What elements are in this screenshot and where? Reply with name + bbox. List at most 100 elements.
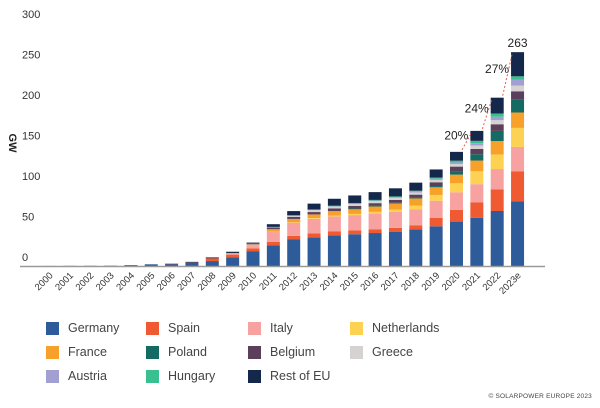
y-axis-label: GW (6, 134, 18, 154)
growth-label: 24% (465, 101, 489, 115)
copyright-credit: © SOLARPOWER EUROPE 2023 (488, 393, 592, 400)
y-tick-label: 300 (22, 9, 40, 21)
bar-segment-france (348, 208, 362, 214)
bar-segment-france (490, 141, 504, 155)
bar-segment-italy (287, 222, 301, 236)
legend-swatch (350, 345, 363, 359)
bar-segment-hungary (388, 196, 402, 198)
bar-segment-greece (287, 215, 301, 217)
bar-segment-spain (205, 258, 219, 262)
bar-segment-france (450, 174, 463, 184)
legend-swatch (248, 321, 261, 335)
bar-segment-poland (409, 197, 423, 199)
bar-segment-poland (368, 205, 382, 207)
bar-segment-austria (490, 116, 504, 121)
bar-segment-austria (287, 215, 301, 216)
y-tick-label: 150 (22, 131, 40, 143)
x-tick-label: 2012 (277, 270, 300, 293)
bar-segment-poland (348, 208, 362, 210)
bar-segment-rest-of-eu (226, 251, 240, 253)
legend-label: Greece (372, 345, 413, 359)
bar-segment-spain (246, 248, 260, 252)
bar-segment-netherlands (511, 127, 525, 147)
bar-segment-hungary (327, 205, 341, 207)
x-tick-label: 2021 (460, 270, 483, 293)
legend-label: Hungary (168, 369, 216, 383)
bar-segment-italy (348, 215, 362, 231)
legend-item-hungary: Hungary (146, 368, 248, 384)
bar-segment-germany (266, 245, 280, 266)
bar-segment-netherlands (450, 183, 463, 193)
bar-segment-belgium (205, 257, 219, 259)
bar-segment-germany (409, 229, 423, 266)
x-tick-label: 2004 (114, 270, 137, 293)
bar-segment-austria (429, 178, 443, 180)
bar-segment-italy (429, 200, 443, 218)
bar-segment-germany (470, 217, 484, 266)
bar-segment-rest-of-eu (409, 182, 423, 191)
bar-segment-germany (490, 211, 504, 266)
bar-segment-italy (368, 213, 382, 230)
legend-swatch (248, 345, 261, 359)
bar-segment-greece (409, 192, 423, 195)
x-tick-label: 2020 (440, 270, 463, 293)
total-label: 263 (508, 36, 528, 50)
bar-segment-greece (388, 197, 402, 200)
legend-swatch (46, 369, 59, 383)
legend-item-spain: Spain (146, 320, 248, 336)
bar-segment-poland (490, 130, 504, 142)
bar-segment-belgium (287, 216, 301, 219)
bar-segment-italy (511, 146, 525, 172)
x-tick-label: 2000 (33, 270, 56, 293)
legend: Germany Spain Italy Netherlands France Poland… (46, 320, 466, 384)
bar-segment-netherlands (266, 231, 280, 233)
bar-segment-rest-of-eu (185, 261, 199, 263)
bar-segment-belgium (307, 212, 321, 215)
y-axis-ticks: 0 50 100 150 200 250 300 (22, 9, 40, 264)
bar-segment-spain (327, 231, 341, 236)
bar-segment-spain (470, 202, 484, 218)
bar-segment-poland (388, 202, 402, 204)
bar-segment-netherlands (287, 222, 301, 223)
bar-segment-hungary (348, 202, 362, 204)
y-tick-label: 0 (22, 252, 28, 264)
legend-swatch (146, 345, 159, 359)
bar-segment-france (307, 214, 321, 219)
bar-segment-spain (287, 235, 301, 240)
bar-segment-france (287, 218, 301, 223)
bar-segment-france (429, 187, 443, 195)
bar-segment-france (246, 244, 260, 246)
bar-segment-italy (327, 216, 341, 232)
bar-segment-belgium (429, 182, 443, 187)
x-tick-label: 2008 (196, 270, 219, 293)
bar-segment-greece (226, 252, 240, 254)
bar-segment-france (470, 160, 484, 172)
bar-segment-italy (266, 231, 280, 242)
x-tick-label: 2009 (216, 270, 239, 293)
bar-segment-france (368, 206, 382, 212)
bar-segment-poland (450, 171, 463, 175)
bar-segment-rest-of-eu (205, 257, 219, 259)
bar-segment-rest-of-eu (470, 130, 484, 141)
bar-segment-belgium (450, 166, 463, 172)
bar-segment-italy (226, 253, 240, 255)
legend-swatch (146, 321, 159, 335)
legend-item-rest-of-eu: Rest of EU (248, 368, 350, 384)
bar-segment-spain (409, 225, 423, 230)
bar-segment-belgium (470, 148, 484, 155)
bar-segment-hungary (490, 113, 504, 117)
bar-segment-france (409, 198, 423, 206)
bar-segment-germany (205, 261, 219, 266)
x-tick-label: 2003 (94, 270, 117, 293)
bar-segment-greece (307, 209, 321, 213)
legend-swatch (146, 369, 159, 383)
bar-segment-germany (165, 263, 179, 266)
bar-segment-italy (246, 245, 260, 249)
bar-segment-germany (307, 237, 321, 266)
bar-segment-germany (185, 262, 199, 266)
bar-segment-italy (490, 169, 504, 190)
x-tick-label: 2018 (399, 270, 422, 293)
legend-item-france: France (46, 344, 146, 360)
bar-segment-germany (368, 233, 382, 266)
bar-segment-germany (511, 201, 525, 266)
